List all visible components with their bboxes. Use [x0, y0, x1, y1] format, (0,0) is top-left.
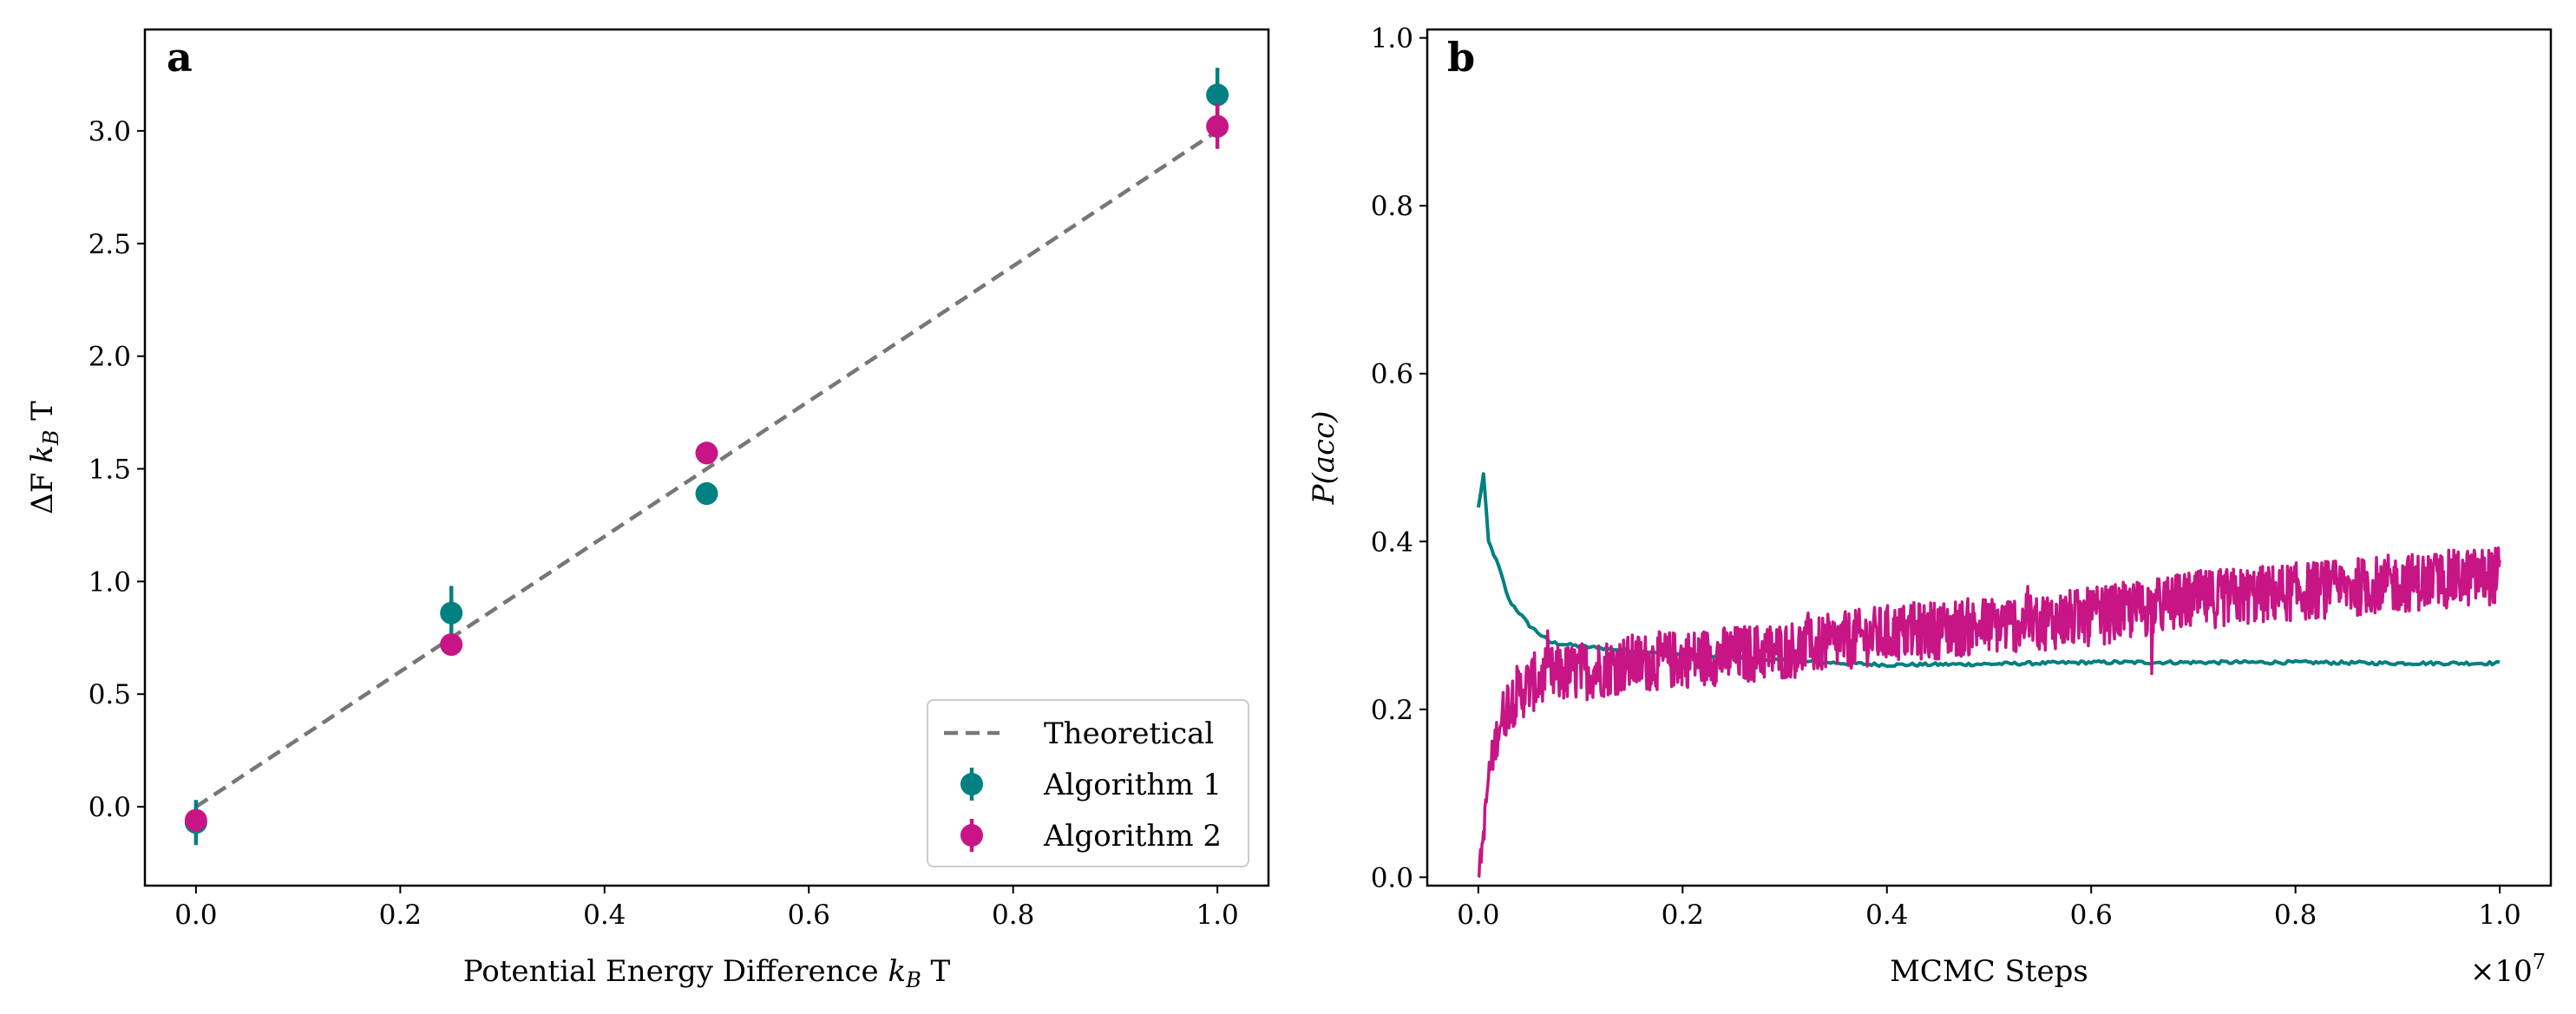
panel-a-xtick-label: 0.2	[379, 900, 422, 931]
panel-b-xtick-label: 0.4	[1865, 900, 1908, 931]
panel-b-xtick-label: 0.6	[2070, 900, 2113, 931]
panel-a-label: a	[167, 34, 193, 81]
panel-a-axes-frame	[143, 28, 1270, 887]
panel-b-ytick-label: 0.4	[1371, 527, 1413, 558]
panel-a-ytick-label: 2.5	[88, 229, 131, 260]
panel-a-xtick-label: 0.8	[992, 900, 1034, 931]
panel-a-xtick-label: 0.4	[583, 900, 626, 931]
panel-a-x-axis-label: Potential Energy Difference kB T	[463, 954, 951, 992]
panel-b-ytick-label: 0.6	[1371, 359, 1413, 390]
panel-b-label: b	[1447, 34, 1475, 81]
legend-swatch-marker	[960, 773, 983, 795]
panel-a-y-axis-label: ΔF kB T	[25, 401, 63, 514]
legend-swatch-marker	[960, 824, 983, 847]
panel-b-ytick-label: 1.0	[1371, 23, 1413, 55]
panel-b-xtick-label: 1.0	[2478, 900, 2520, 931]
panel-a-ytick-label: 0.0	[88, 792, 131, 823]
panel-a-xtick-label: 0.0	[174, 900, 217, 931]
panel-b-chart: 0.0 0.2 0.4 0.6 0.8 1.0 0.0 0.2 0.4 0.6 0.8 1.0 MCMC…	[1307, 23, 2553, 989]
panel-a-ytick-label: 1.5	[88, 454, 131, 485]
panel-a-ytick-label: 0.5	[88, 679, 131, 710]
point-algorithm-1	[1206, 83, 1229, 107]
panel-a-ytick-label: 1.0	[88, 566, 131, 598]
legend-box	[927, 699, 1249, 867]
panel-b-ytick-label: 0.2	[1371, 695, 1413, 726]
panel-b-xtick-label: 0.8	[2274, 900, 2317, 931]
legend-label: Algorithm 1	[1043, 768, 1222, 802]
series-algorithm-2-line	[1477, 546, 2501, 879]
panel-b-xtick-label: 0.2	[1662, 900, 1704, 931]
panel-a-chart: 0.0 0.2 0.4 0.6 0.8 1.0 0.0 0.5 1.0 1.5 2.0 2.5 3.0 P…	[25, 28, 1270, 992]
panel-a-ytick-label: 2.0	[88, 342, 131, 373]
point-algorithm-2	[695, 442, 718, 465]
point-algorithm-1	[695, 482, 718, 506]
panel-b-x-axis-label: MCMC Steps	[1890, 954, 2088, 989]
point-algorithm-2	[1206, 114, 1229, 138]
panel-b-xtick-label: 0.0	[1457, 900, 1499, 931]
legend-label: Algorithm 2	[1043, 819, 1222, 854]
series-theoretical-line	[194, 129, 1219, 808]
point-algorithm-2	[440, 633, 463, 657]
panel-b-ytick-label: 0.0	[1371, 862, 1413, 893]
panel-b-y-axis-label: P(acc)	[1307, 411, 1341, 506]
panel-b-ytick-label: 0.8	[1371, 191, 1413, 222]
panel-b-axes-frame	[1426, 28, 2553, 887]
panel-b-x-multiplier: ×107	[2470, 950, 2546, 989]
point-algorithm-1	[440, 601, 463, 625]
legend-label: Theoretical	[1044, 716, 1214, 751]
point-algorithm-2	[184, 808, 207, 832]
panel-a-xtick-label: 1.0	[1196, 900, 1238, 931]
panel-a-xtick-label: 0.6	[788, 900, 830, 931]
panel-a-ytick-label: 3.0	[88, 116, 131, 147]
